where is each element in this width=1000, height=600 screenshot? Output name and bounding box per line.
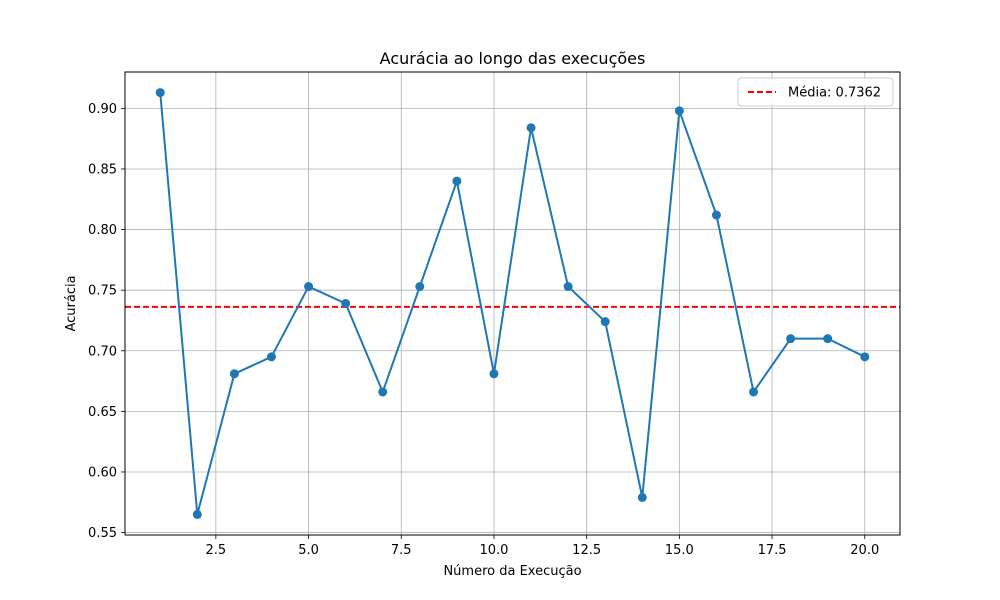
accuracy-data-point <box>229 369 239 379</box>
x-tick-label: 2.5 <box>206 543 227 558</box>
accuracy-data-point <box>452 176 462 186</box>
accuracy-data-point <box>749 387 759 397</box>
grid <box>125 72 900 535</box>
accuracy-data-point <box>341 299 351 308</box>
y-tick-label: 0.60 <box>88 465 117 480</box>
accuracy-data-point <box>415 282 425 292</box>
legend: Média: 0.7362 <box>737 77 894 107</box>
y-tick-label: 0.85 <box>88 162 117 177</box>
accuracy-data-point <box>860 352 870 362</box>
x-tick-label: 20.0 <box>850 543 879 558</box>
accuracy-data-point <box>711 210 721 220</box>
x-axis-title: Número da Execução <box>443 564 581 579</box>
y-tick-label: 0.70 <box>88 344 117 359</box>
accuracy-data-point <box>637 492 647 502</box>
y-tick-label: 0.75 <box>88 284 117 299</box>
accuracy-data-point <box>266 352 276 362</box>
y-tick-label: 0.90 <box>88 102 117 117</box>
x-tick-label: 12.5 <box>572 543 601 558</box>
accuracy-data-point <box>489 369 499 379</box>
accuracy-series-line <box>159 92 866 516</box>
accuracy-data-point <box>192 509 202 519</box>
accuracy-data-point <box>600 317 610 327</box>
x-tick-label: 7.5 <box>391 543 412 558</box>
accuracy-data-point <box>823 334 833 344</box>
y-axis-ticks: 0.55 0.60 0.65 0.70 0.75 0.80 0.85 0.90 <box>88 102 125 541</box>
x-tick-label: 17.5 <box>758 543 787 558</box>
accuracy-data-point <box>674 106 684 116</box>
legend-mean-label: Média: 0.7362 <box>788 86 881 101</box>
plot-frame <box>124 71 901 536</box>
accuracy-data-point <box>526 123 536 133</box>
x-tick-label: 15.0 <box>665 543 694 558</box>
legend-box <box>737 77 894 107</box>
accuracy-data-point <box>378 387 388 397</box>
accuracy-data-point <box>304 282 314 292</box>
y-tick-label: 0.80 <box>88 223 117 238</box>
y-tick-label: 0.55 <box>88 526 117 541</box>
accuracy-data-point <box>155 88 165 98</box>
x-axis-ticks: 2.5 5.0 7.5 10.0 12.5 15.0 17.5 20.0 <box>206 535 879 558</box>
chart-title: Acurácia ao longo das execuções <box>380 49 646 68</box>
y-axis-title: Acurácia <box>64 275 79 331</box>
x-tick-label: 10.0 <box>479 543 508 558</box>
x-tick-label: 5.0 <box>298 543 319 558</box>
accuracy-data-point <box>786 334 796 344</box>
series-layer <box>155 88 870 519</box>
accuracy-data-point <box>563 282 573 292</box>
y-tick-label: 0.65 <box>88 405 117 420</box>
